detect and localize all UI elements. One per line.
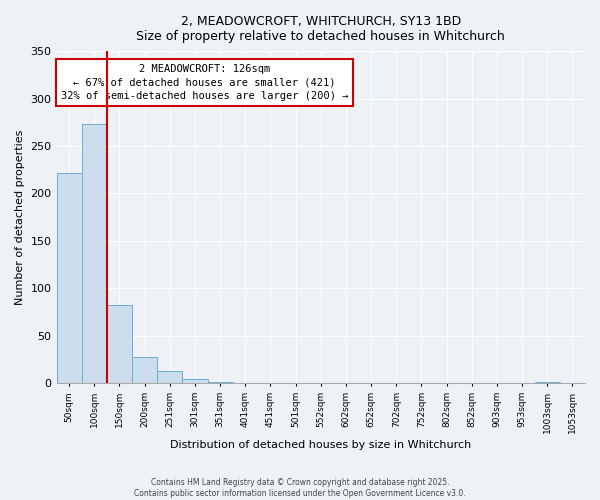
Bar — [182, 380, 208, 384]
Text: 2 MEADOWCROFT: 126sqm
← 67% of detached houses are smaller (421)
32% of semi-det: 2 MEADOWCROFT: 126sqm ← 67% of detached … — [61, 64, 348, 101]
Title: 2, MEADOWCROFT, WHITCHURCH, SY13 1BD
Size of property relative to detached house: 2, MEADOWCROFT, WHITCHURCH, SY13 1BD Siz… — [136, 15, 505, 43]
Y-axis label: Number of detached properties: Number of detached properties — [15, 130, 25, 305]
Bar — [82, 124, 107, 384]
Bar — [107, 304, 132, 384]
Bar — [208, 382, 233, 384]
Bar — [535, 382, 560, 384]
Bar — [132, 356, 157, 384]
Bar — [157, 371, 182, 384]
Text: Contains HM Land Registry data © Crown copyright and database right 2025.
Contai: Contains HM Land Registry data © Crown c… — [134, 478, 466, 498]
Bar — [56, 172, 82, 384]
X-axis label: Distribution of detached houses by size in Whitchurch: Distribution of detached houses by size … — [170, 440, 472, 450]
